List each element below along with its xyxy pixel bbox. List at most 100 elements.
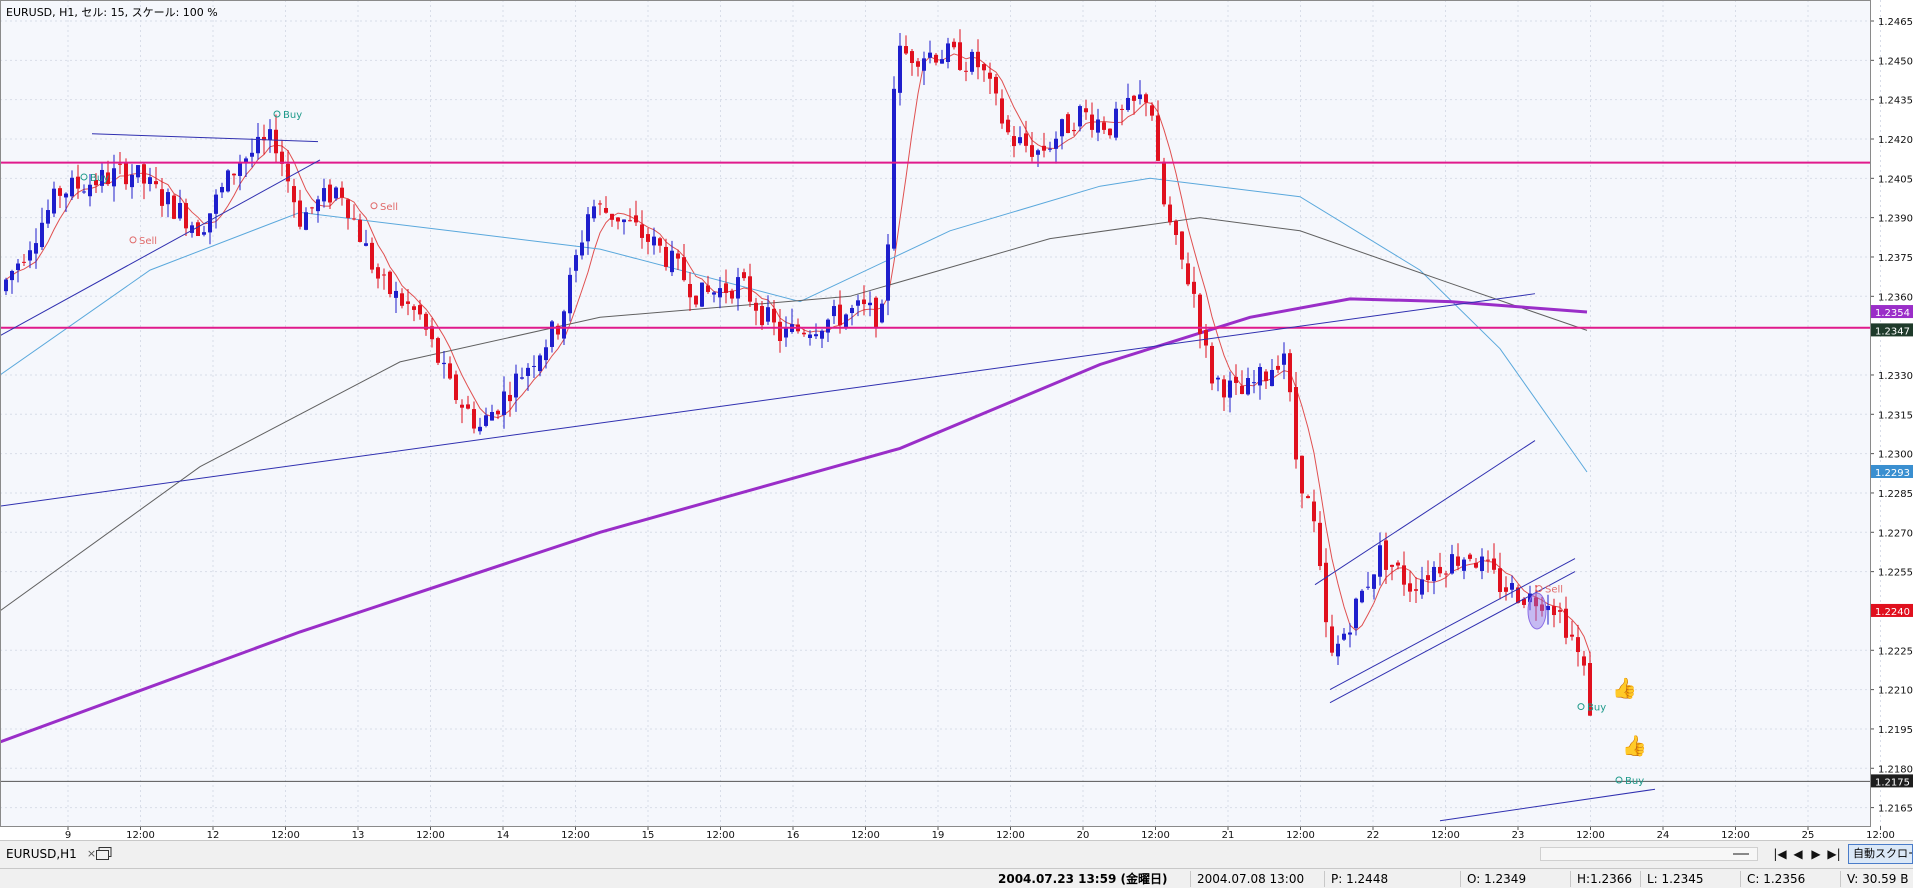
candle-body — [394, 290, 398, 298]
time-label: 12:00 — [996, 830, 1025, 840]
candle-body — [1156, 115, 1160, 161]
candle-body — [106, 172, 110, 184]
status-low: L: 1.2345 — [1640, 871, 1704, 887]
candle-body — [982, 64, 986, 71]
price-label: 1.2360 — [1878, 292, 1913, 303]
scroll-to-start-button[interactable]: |◀ — [1773, 847, 1787, 861]
candle-body — [922, 58, 926, 71]
candle-body — [766, 307, 770, 322]
close-icon[interactable]: × — [86, 847, 97, 860]
candle-body — [100, 169, 104, 186]
candle-body — [250, 152, 254, 157]
candle-body — [520, 377, 524, 379]
auto-scroll-button[interactable]: 自動スクロール — [1848, 844, 1913, 864]
time-label: 12 — [207, 830, 220, 840]
candle-body — [1372, 574, 1376, 589]
candle-body — [478, 426, 482, 432]
candle-body — [4, 279, 8, 292]
candle-body — [946, 43, 950, 62]
candle-body — [1162, 161, 1166, 205]
candle-body — [148, 177, 152, 184]
candle-body — [466, 404, 470, 409]
price-label: 1.2390 — [1878, 214, 1913, 225]
candle-body — [1102, 122, 1106, 130]
candle-body — [634, 215, 638, 223]
candle-body — [772, 308, 776, 323]
candle-body — [1498, 568, 1502, 592]
windows-icon[interactable] — [96, 847, 112, 860]
status-volume: V: 30.59 B — [1840, 871, 1909, 887]
candle-body — [1024, 133, 1028, 146]
candle-body — [1066, 114, 1070, 134]
price-marker-box — [1871, 323, 1913, 337]
candle-body — [340, 187, 344, 198]
candle-body — [1528, 593, 1532, 603]
candle-body — [262, 136, 266, 141]
candle-body — [1546, 605, 1550, 611]
candle-body — [904, 46, 908, 54]
candle-body — [856, 300, 860, 306]
candle-body — [1138, 94, 1142, 99]
candle-body — [58, 188, 62, 196]
price-marker-box — [1871, 305, 1913, 319]
candle-body — [1048, 148, 1052, 150]
status-open: O: 1.2349 — [1460, 871, 1526, 887]
candle-body — [1324, 562, 1328, 623]
candle-body — [238, 163, 242, 176]
candle-body — [1444, 573, 1448, 575]
status-close: C: 1.2356 — [1740, 871, 1805, 887]
candle-body — [844, 314, 848, 328]
candle-body — [472, 409, 476, 429]
candle-body — [988, 72, 992, 79]
scroll-left-button[interactable]: ◀ — [1793, 847, 1803, 861]
candle-body — [838, 304, 842, 326]
candle-body — [724, 283, 728, 293]
scroll-to-end-button[interactable]: ▶| — [1827, 847, 1841, 861]
candle-body — [418, 305, 422, 315]
thumbs-up-icon: 👍 — [1612, 676, 1637, 700]
candle-body — [1522, 598, 1526, 605]
trend-line — [91, 133, 319, 143]
candle-body — [1180, 231, 1184, 260]
candle-body — [562, 311, 566, 339]
signal-marker — [129, 236, 137, 244]
candle-body — [508, 394, 512, 402]
candle-body — [1060, 119, 1064, 137]
grid — [0, 0, 1881, 826]
chart-tab-eurusd[interactable]: EURUSD,H1 × — [2, 844, 100, 864]
candle-body — [358, 219, 362, 242]
candle-body — [730, 290, 734, 299]
signal-marker — [1535, 585, 1543, 593]
candle-body — [1366, 586, 1370, 588]
trade-signals: Buy Sell Buy Sell Sell Buy Buy 👍 👍 — [80, 110, 1647, 787]
candle-body — [1054, 138, 1058, 149]
candle-body — [112, 168, 116, 187]
candle-body — [82, 191, 86, 193]
candle-body — [388, 271, 392, 295]
candle-body — [1342, 633, 1346, 640]
price-label: 1.2465 — [1878, 17, 1913, 28]
candle-body — [424, 313, 428, 330]
scroll-right-button[interactable]: ▶ — [1811, 847, 1821, 861]
candle-body — [364, 243, 368, 246]
candle-body — [490, 412, 494, 421]
scrollbar-thumb[interactable] — [1733, 853, 1749, 855]
candle-body — [298, 200, 302, 227]
candle-body — [646, 234, 650, 242]
candle-body — [598, 203, 602, 205]
candle-body — [1510, 583, 1514, 590]
status-current-time: 2004.07.23 13:59 (金曜日) — [998, 872, 1168, 886]
price-marker-label: 1.2175 — [1875, 777, 1910, 788]
signal-buy-label: Buy — [283, 110, 302, 121]
candle-body — [118, 163, 122, 165]
candle-body — [22, 261, 26, 263]
candle-body — [1504, 587, 1508, 592]
candle-body — [304, 212, 308, 230]
candle-body — [352, 218, 356, 220]
signal-marker — [1577, 703, 1585, 711]
candle-body — [1582, 656, 1586, 666]
chart-scrollbar[interactable] — [1540, 847, 1758, 861]
candle-body — [1234, 376, 1238, 383]
candle-body — [1126, 97, 1130, 110]
